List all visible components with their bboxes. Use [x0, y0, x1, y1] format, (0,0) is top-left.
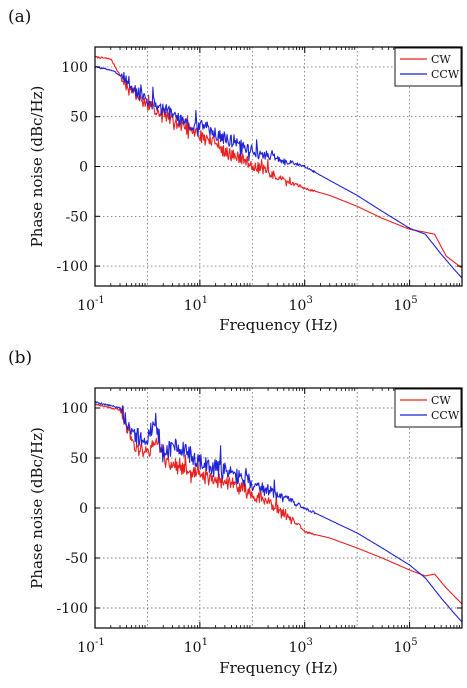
chart-panel-a: (a) 100 50 0 -50 -100 10-1 101 103 105 Frequency (… [8, 7, 463, 334]
y-tick-label: 100 [61, 60, 88, 76]
legend: CW CCW [394, 388, 462, 428]
x-tick-label: 101 [184, 637, 208, 656]
series-line-ccw [94, 66, 463, 279]
grid-lines [95, 388, 462, 628]
legend-label-ccw: CCW [431, 409, 460, 422]
x-axis-label: Frequency (Hz) [219, 316, 338, 334]
panel-label: (b) [8, 348, 32, 368]
y-tick-label: -50 [65, 209, 88, 225]
y-tick-label: 50 [70, 110, 88, 126]
x-tick-label: 103 [289, 295, 313, 314]
x-axis-label: Frequency (Hz) [219, 659, 338, 677]
chart-panel-b: (b) 100 50 0 -50 -100 10-1 101 103 105 Frequency (… [8, 348, 463, 677]
x-tick-label: 10-1 [77, 295, 105, 314]
y-tick-label: 0 [79, 501, 88, 517]
y-tick-label: -50 [65, 551, 88, 567]
legend-box [394, 388, 462, 428]
legend-label-cw: CW [431, 394, 451, 407]
y-axis-label: Phase noise (dBc/Hz) [28, 427, 46, 589]
series-line-ccw [94, 401, 463, 623]
x-tick-label: 105 [393, 637, 417, 656]
legend-label-cw: CW [431, 53, 451, 66]
y-tick-label: -100 [57, 259, 88, 275]
x-tick-label: 101 [184, 295, 208, 314]
panel-label: (a) [8, 7, 31, 27]
y-tick-label: 0 [79, 160, 88, 176]
legend-label-ccw: CCW [431, 68, 460, 81]
x-tick-label: 103 [289, 637, 313, 656]
legend-box [394, 47, 462, 87]
x-tick-label: 10-1 [77, 637, 105, 656]
y-axis-label: Phase noise (dBc/Hz) [28, 86, 46, 248]
series-line-cw [94, 55, 463, 269]
y-tick-label: 100 [61, 401, 88, 417]
legend: CW CCW [394, 47, 462, 87]
series-line-cw [94, 403, 463, 605]
y-tick-label: 50 [70, 451, 88, 467]
x-tick-label: 105 [393, 295, 417, 314]
y-tick-label: -100 [57, 601, 88, 617]
grid-lines [95, 47, 462, 286]
